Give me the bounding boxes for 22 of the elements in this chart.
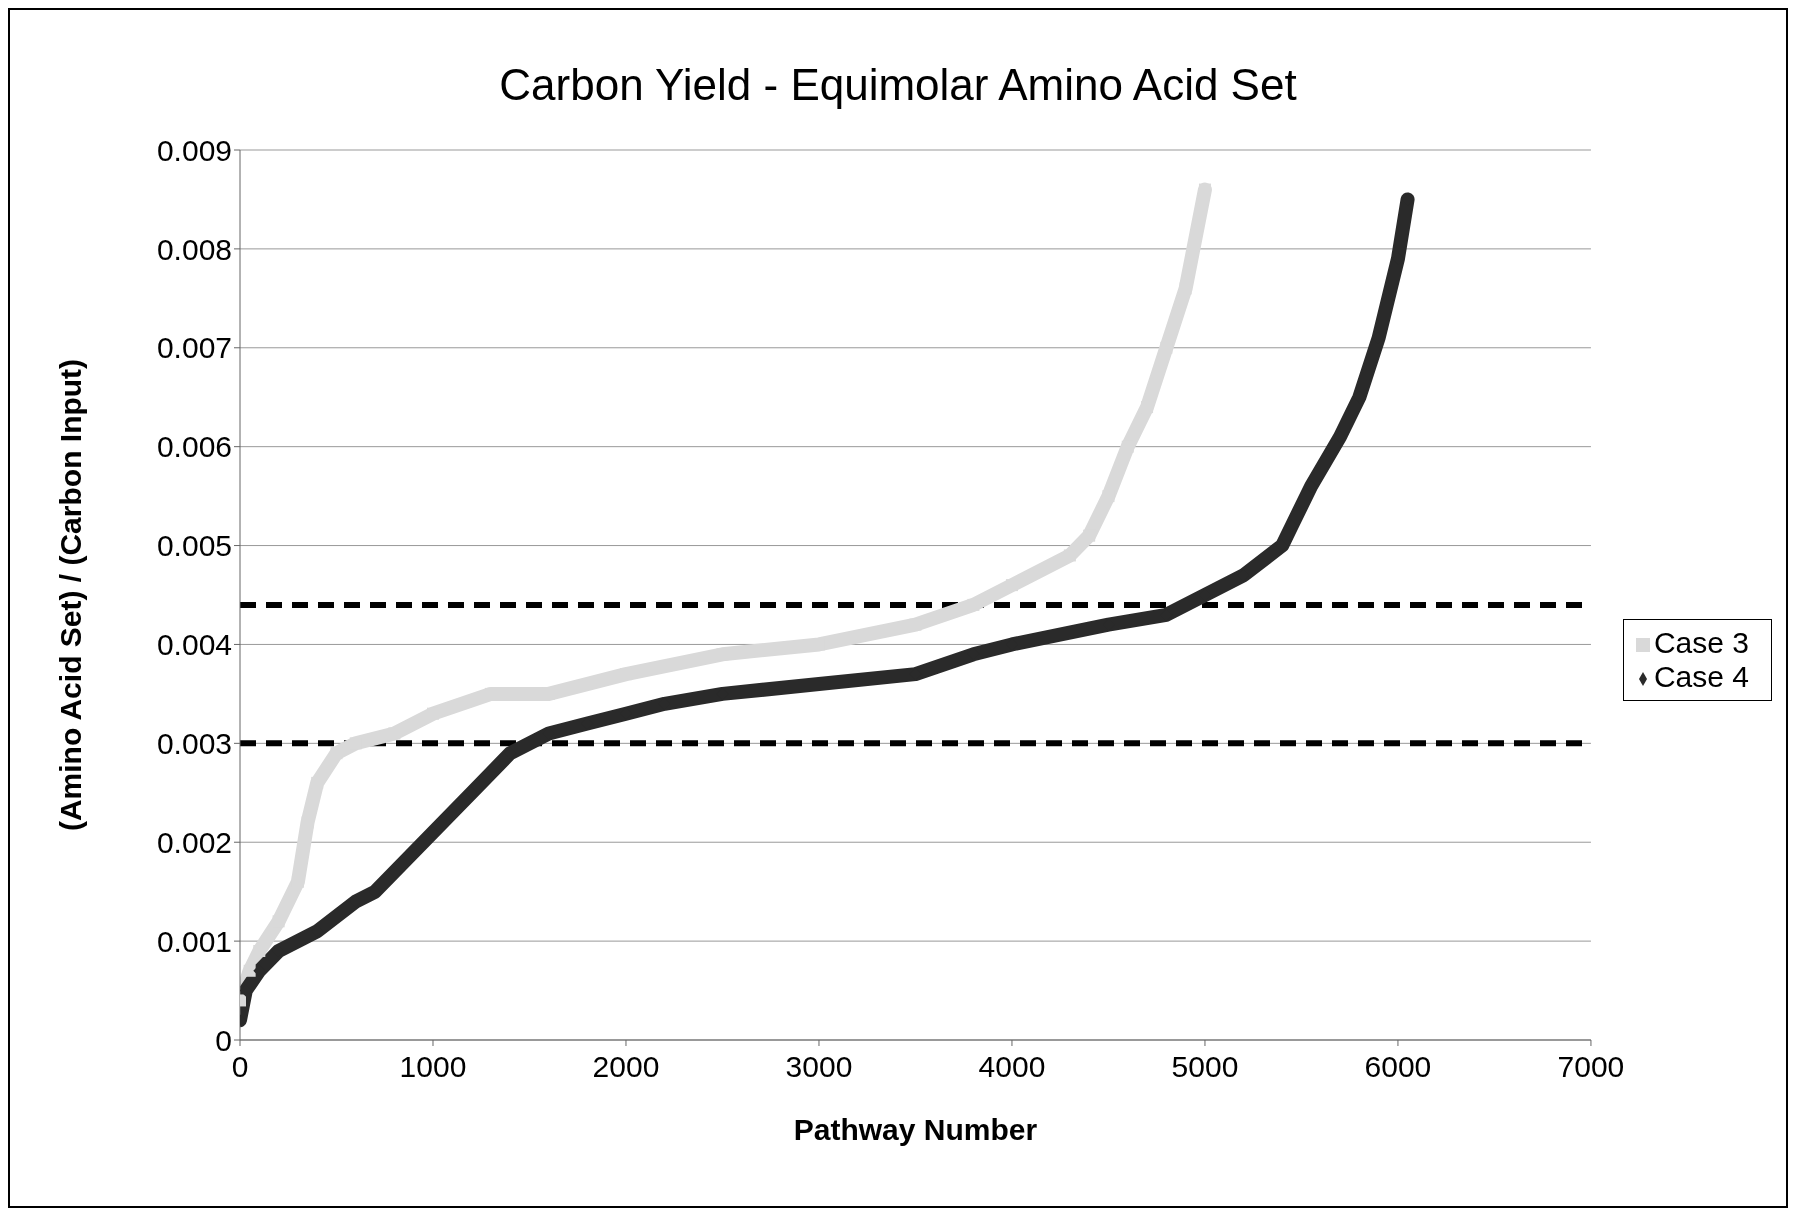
y-tick-label: 0.008 (156, 232, 232, 266)
x-tick-label: 7000 (1557, 1050, 1625, 1084)
x-tick-label: 5000 (1171, 1050, 1239, 1084)
legend-label: Case 4 (1653, 660, 1749, 693)
y-tick-label: 0.001 (156, 924, 232, 958)
chart-title: Carbon Yield - Equimolar Amino Acid Set (498, 60, 1298, 111)
x-tick-label: 1000 (399, 1050, 467, 1084)
y-axis-title: (Amino Acid Set) / (Carbon Input) (53, 358, 87, 832)
x-tick-label: 4000 (978, 1050, 1046, 1084)
y-tick-label: 0.002 (156, 825, 232, 859)
y-tick-label: 0 (215, 1023, 232, 1057)
y-tick-label: 0.005 (156, 529, 232, 563)
x-tick-label: 6000 (1364, 1050, 1432, 1084)
y-tick-label: 0.004 (156, 628, 232, 662)
x-axis-title: Pathway Number (793, 1113, 1038, 1146)
y-tick-label: 0.009 (156, 133, 232, 167)
x-tick-label: 3000 (785, 1050, 853, 1084)
x-tick-label: 2000 (592, 1050, 660, 1084)
y-tick-label: 0.006 (156, 430, 232, 464)
legend-label: Case 3 (1653, 626, 1749, 659)
y-tick-label: 0.007 (156, 331, 232, 365)
y-tick-label: 0.003 (156, 726, 232, 760)
